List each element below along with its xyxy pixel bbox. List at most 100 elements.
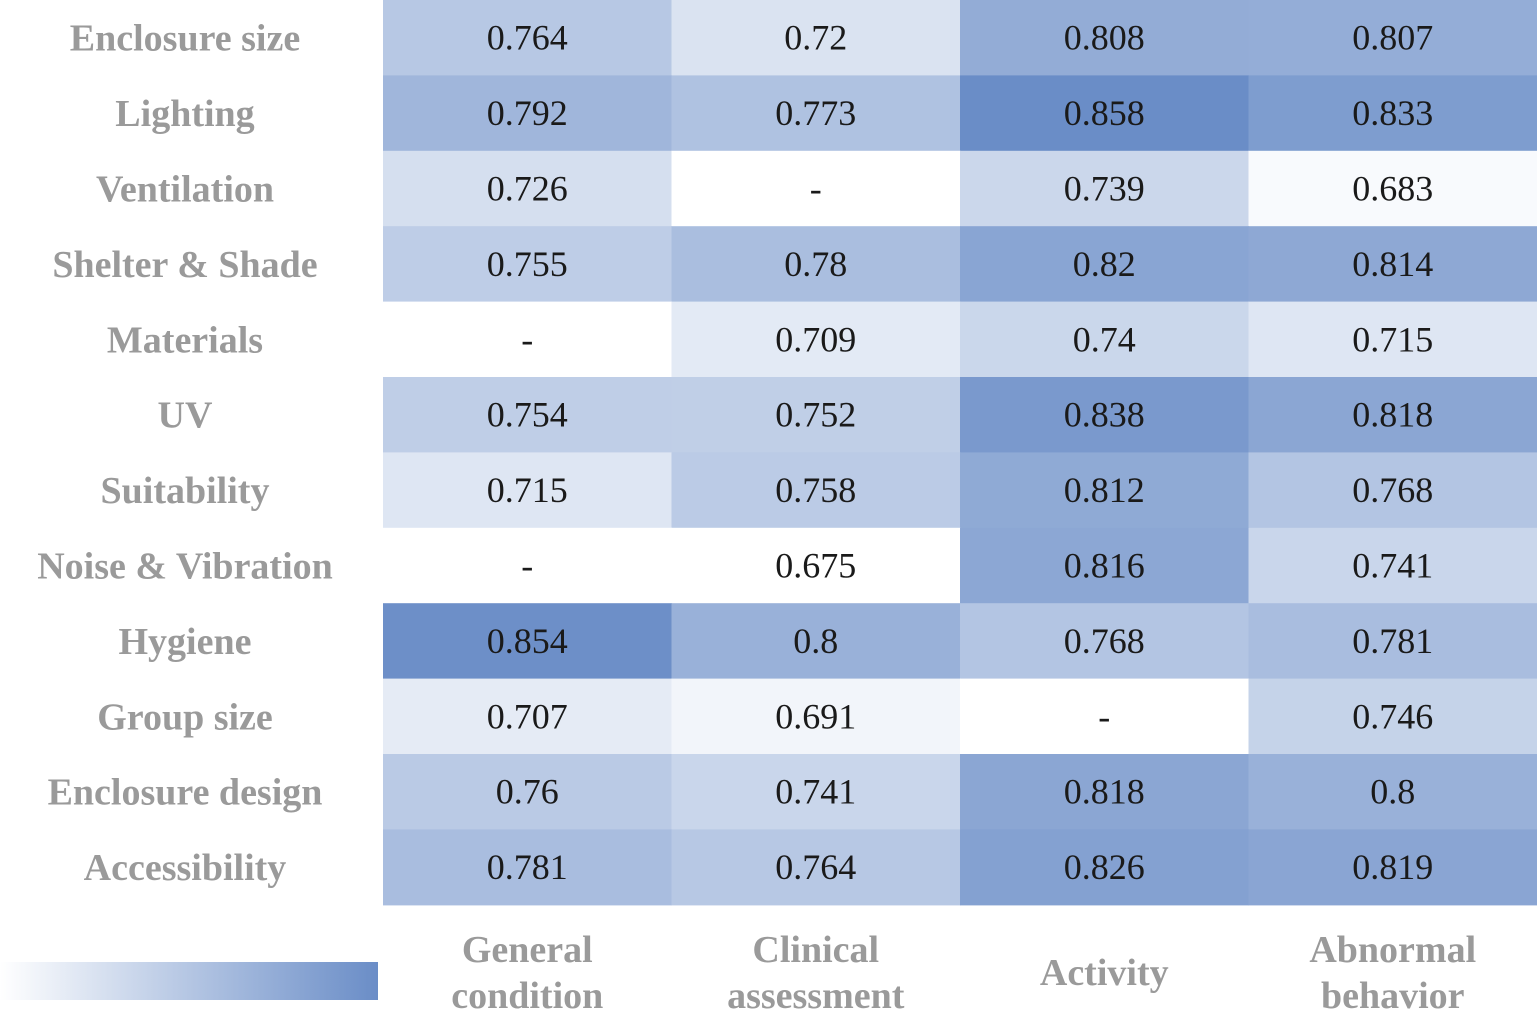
heatmap-cell [671,603,961,680]
heatmap-cell-value: 0.739 [1064,169,1145,209]
row-label: Group size [97,696,273,738]
heatmap-cell [671,377,961,453]
column-labels: General condition Clinical assessment Activi… [451,929,1476,1017]
row-label: Accessibility [84,847,287,889]
heatmap-cell-value: 0.814 [1352,244,1433,284]
heatmap-cell-value: 0.807 [1352,18,1433,58]
heatmap-cell [1248,527,1537,604]
heatmap-cell [671,150,961,227]
row-label: Suitability [101,470,270,512]
heatmap-cell [383,603,673,680]
heatmap-cell-value: 0.781 [1352,621,1433,661]
heatmap-cell [383,452,673,529]
heatmap-cell [383,0,673,76]
heatmap-cell-value: 0.683 [1352,169,1433,209]
color-scale-legend [0,962,378,1000]
heatmap-cell-value: 0.691 [775,696,856,736]
column-label: Abnormal behavior [1309,929,1476,1017]
row-label: Lighting [115,93,254,135]
heatmap-cell [1248,829,1537,906]
heatmap-cell-value: 0.819 [1352,847,1433,887]
heatmap-cell-value: 0.78 [784,244,847,284]
heatmap-cell-value: 0.707 [487,696,568,736]
heatmap-cell [671,226,961,303]
heatmap-cell-value: 0.826 [1064,847,1145,887]
heatmap-cell-value: 0.768 [1064,621,1145,661]
heatmap-cell-value: 0.752 [775,395,856,435]
heatmap-cell [1248,678,1537,755]
heatmap-cell-value: 0.808 [1064,18,1145,58]
heatmap-cell [960,377,1250,453]
heatmap-cell [671,75,961,152]
row-label: Noise & Vibration [37,546,333,588]
heatmap-cell-value: 0.82 [1073,244,1136,284]
column-label: Activity [1040,952,1169,994]
column-label-line: Abnormal [1309,929,1476,971]
heatmap-cell [383,301,673,378]
heatmap-cell [960,527,1250,604]
heatmap-cell-value: 0.816 [1064,546,1145,586]
column-label-line: condition [451,975,603,1017]
row-label: Enclosure design [48,772,323,814]
heatmap-cell-value: 0.858 [1064,93,1145,133]
heatmap-cell-value: 0.741 [775,772,856,812]
heatmap-cell-value: 0.854 [487,621,568,661]
row-label: Materials [107,319,263,361]
column-label: General condition [451,929,603,1017]
column-label: Clinical assessment [727,929,905,1017]
heatmap-cell-value: 0.72 [784,18,847,58]
row-label: Shelter & Shade [52,244,317,286]
heatmap-cell-value: 0.74 [1073,319,1136,359]
heatmap-cell-value: 0.768 [1352,470,1433,510]
row-label: Ventilation [96,169,274,211]
column-label-line: behavior [1321,975,1465,1017]
heatmap-cell-value: - [810,169,822,209]
heatmap-cell [1248,150,1537,227]
heatmap-cell [960,301,1250,378]
heatmap-cell [671,527,961,604]
heatmap-cell [383,527,673,604]
heatmap-cell [960,75,1250,152]
heatmap-cell [960,0,1250,76]
heatmap-cell [671,829,961,906]
heatmap-cell [960,678,1250,755]
heatmap-cell-value: 0.818 [1064,772,1145,812]
heatmap-cell-value: - [521,319,533,359]
heatmap-cell [383,75,673,152]
heatmap-cell-value: 0.754 [487,395,568,435]
heatmap-cell [1248,754,1537,830]
heatmap-cells: 0.764 0.72 0.808 0.807 0.792 0.773 0.858 0.833 0… [383,0,1537,906]
heatmap-cell-value: - [1098,696,1110,736]
heatmap-cell-value: 0.781 [487,847,568,887]
heatmap-cell [960,452,1250,529]
heatmap-cell [960,829,1250,906]
heatmap-cell [671,0,961,76]
heatmap-cell-value: 0.773 [775,93,856,133]
heatmap-cell-value: 0.792 [487,93,568,133]
heatmap-cell [960,150,1250,227]
heatmap-cell [383,226,673,303]
heatmap-cell [960,603,1250,680]
heatmap-cell-value: 0.741 [1352,546,1433,586]
heatmap-cell [383,678,673,755]
heatmap-cell [1248,226,1537,303]
heatmap-cell [671,678,961,755]
heatmap-cell [383,377,673,453]
column-label-line: assessment [727,975,905,1017]
heatmap-cell-value: 0.746 [1352,696,1433,736]
heatmap-cell-value: 0.726 [487,169,568,209]
heatmap-cell-value: 0.76 [496,772,559,812]
heatmap-cell [1248,452,1537,529]
heatmap-cell [671,301,961,378]
heatmap-cell-value: 0.715 [1352,319,1433,359]
heatmap-cell-value: - [521,546,533,586]
heatmap-cell [671,452,961,529]
heatmap-cell-value: 0.833 [1352,93,1433,133]
heatmap-cell [1248,377,1537,453]
heatmap-cell-value: 0.715 [487,470,568,510]
heatmap-cell-value: 0.764 [775,847,856,887]
heatmap-cell-value: 0.8 [1370,772,1415,812]
row-label: UV [158,395,213,437]
heatmap-cell [671,754,961,830]
heatmap-cell-value: 0.8 [793,621,838,661]
